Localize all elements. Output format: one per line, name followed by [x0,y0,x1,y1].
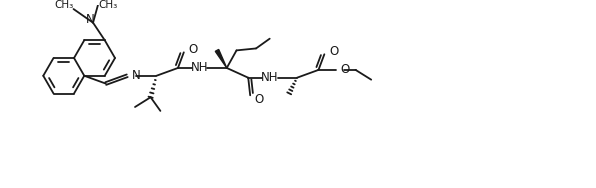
Text: N: N [86,13,95,26]
Text: O: O [329,45,339,58]
Polygon shape [215,49,226,68]
Text: O: O [254,93,263,106]
Text: O: O [189,43,198,56]
Text: NH: NH [191,61,208,74]
Text: N: N [132,69,141,82]
Text: CH₃: CH₃ [98,0,117,10]
Text: CH₃: CH₃ [54,0,73,10]
Text: O: O [340,63,349,76]
Text: NH: NH [261,71,278,84]
